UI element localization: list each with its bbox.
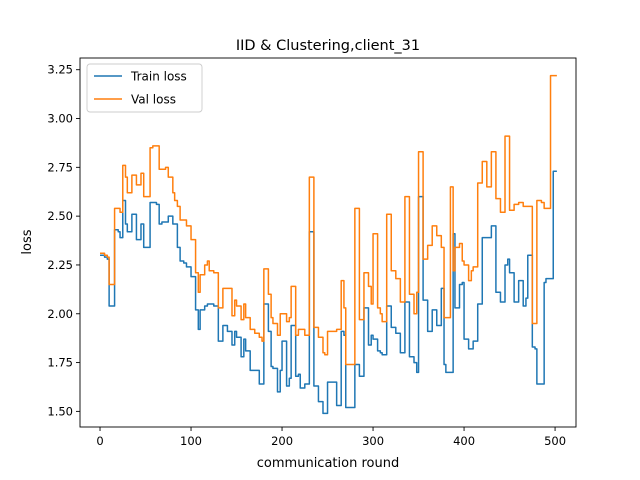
x-tick-label: 500 bbox=[544, 434, 566, 448]
series-line-train-loss bbox=[100, 170, 557, 415]
y-axis-label: loss bbox=[20, 229, 35, 254]
x-tick-label: 0 bbox=[96, 434, 103, 448]
plot-frame bbox=[79, 57, 577, 428]
y-tick-label: 2.00 bbox=[47, 307, 73, 321]
x-tick-label: 400 bbox=[453, 434, 475, 448]
x-tick-label: 200 bbox=[271, 434, 293, 448]
x-axis-label: communication round bbox=[257, 456, 399, 471]
series-line-val-loss bbox=[100, 74, 557, 366]
x-tick-label: 100 bbox=[180, 434, 202, 448]
y-tick-label: 2.25 bbox=[47, 258, 73, 272]
y-tick-label: 1.75 bbox=[47, 356, 73, 370]
legend-label: Train loss bbox=[130, 70, 187, 84]
chart-title: IID & Clustering,client_31 bbox=[236, 38, 420, 54]
y-tick-label: 2.50 bbox=[47, 209, 73, 223]
y-axis: 1.50 1.75 2.00 2.25 2.50 2.75 3.00 3.25 bbox=[47, 63, 80, 418]
x-tick-label: 300 bbox=[362, 434, 384, 448]
y-tick-label: 3.00 bbox=[47, 112, 73, 126]
y-tick-label: 1.50 bbox=[47, 404, 73, 418]
y-tick-label: 2.75 bbox=[47, 160, 73, 174]
legend: Train loss Val loss bbox=[86, 63, 203, 113]
x-axis: 0 100 200 300 400 500 bbox=[96, 427, 566, 448]
plot-area bbox=[100, 74, 557, 415]
y-tick-label: 3.25 bbox=[47, 63, 73, 77]
legend-label: Val loss bbox=[131, 93, 176, 107]
